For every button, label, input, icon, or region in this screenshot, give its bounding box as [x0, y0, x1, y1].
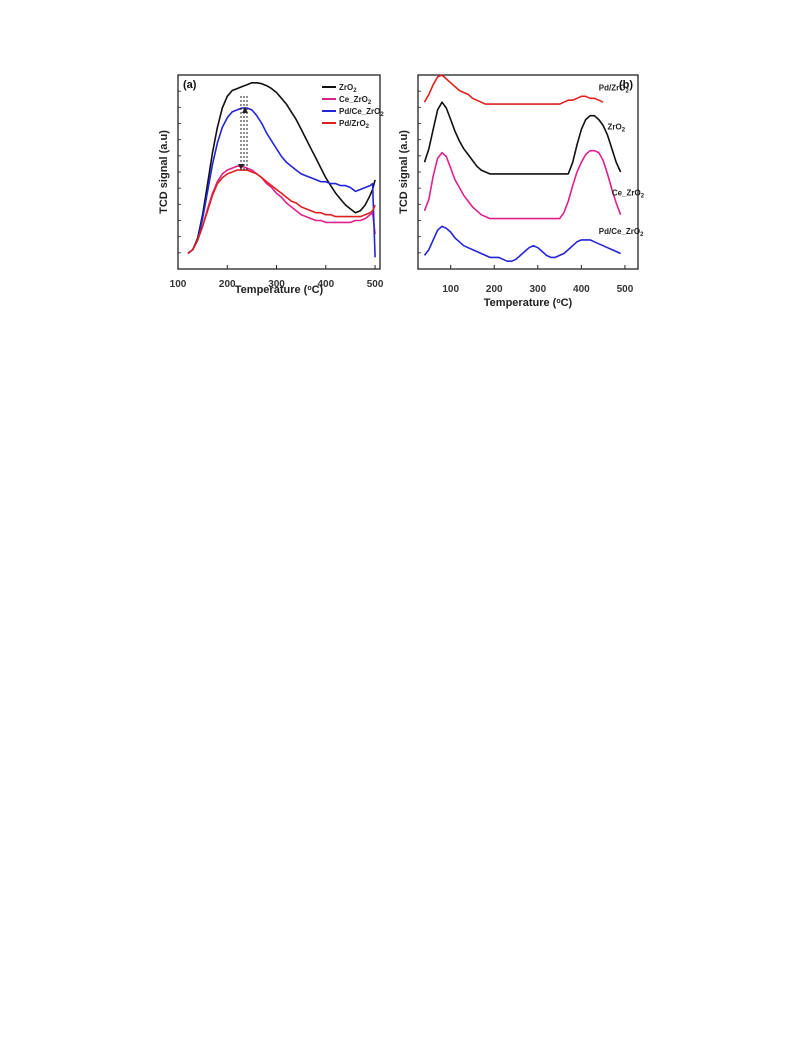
panel-a-frame: [177, 74, 381, 270]
b-xtick-label-300: 300: [529, 284, 546, 295]
legend-label-zro2: ZrO2: [339, 83, 357, 94]
a-xtick-label-300: 300: [268, 279, 285, 290]
legend-label-pd-ce-zro2: Pd/Ce_ZrO2: [339, 107, 384, 118]
a-xtick-label-100: 100: [170, 279, 187, 290]
panel-a-curves: [187, 82, 376, 258]
a-series-pd-zro2: [187, 169, 376, 255]
panel-b: 100 200 300 400 500 Pd/ZrO2 ZrO2 Ce_ZrO2 Pd/Ce_…: [398, 74, 645, 309]
panel-b-ticks: 100 200 300 400 500: [418, 90, 634, 295]
b-series-zro2: [423, 101, 622, 175]
a-series-ce-zro2: [187, 165, 376, 255]
legend-label-ce-zro2: Ce_ZrO2: [339, 95, 372, 106]
panel-b-xlabel: Temperature (oC): [484, 297, 573, 309]
a-series-pd-ce-zro2: [187, 107, 376, 258]
panel-a-ylabel: TCD signal (a.u): [158, 130, 170, 214]
b-xtick-label-200: 200: [486, 284, 503, 295]
curve-label-ce-zro2: Ce_ZrO2: [612, 188, 645, 199]
b-xtick-label-100: 100: [442, 284, 459, 295]
a-xtick-label-500: 500: [367, 279, 384, 290]
arrowhead-up: [242, 107, 248, 113]
panel-b-curves: [423, 74, 622, 263]
panel-a-label: (a): [183, 79, 197, 91]
arrowhead-down: [238, 164, 244, 170]
curve-label-pd-zro2: Pd/ZrO2: [599, 84, 630, 95]
b-series-ce-zro2: [423, 149, 622, 220]
panel-a-xlabel: Temperature (oC): [235, 284, 324, 296]
panel-b-ylabel: TCD signal (a.u): [398, 130, 410, 214]
b-xtick-label-400: 400: [573, 284, 590, 295]
panel-a-ticks: 100 200 300 400 500: [170, 90, 384, 290]
a-series-zro2: [187, 82, 376, 255]
panel-a: 100 200 300 400 500 (a) ZrO2Ce_ZrO2Pd/Ce_ZrO…: [158, 74, 384, 296]
a-xtick-label-400: 400: [317, 279, 334, 290]
b-xtick-label-500: 500: [617, 284, 634, 295]
b-series-pd-zro2: [423, 74, 604, 105]
legend-label-pd-zro2: Pd/ZrO2: [339, 119, 370, 130]
b-series-pd-ce-zro2: [423, 225, 621, 263]
curve-label-zro2: ZrO2: [608, 122, 626, 133]
figure: 100 200 300 400 500 (a) ZrO2Ce_ZrO2Pd/Ce_ZrO…: [158, 74, 645, 309]
panel-a-arrows: [238, 96, 248, 170]
panel-b-label: (b): [619, 79, 633, 91]
a-xtick-label-200: 200: [219, 279, 236, 290]
panel-b-curve-labels: Pd/ZrO2 ZrO2 Ce_ZrO2 Pd/Ce_ZrO2: [599, 84, 645, 239]
curve-label-pd-ce-zro2: Pd/Ce_ZrO2: [599, 227, 644, 238]
